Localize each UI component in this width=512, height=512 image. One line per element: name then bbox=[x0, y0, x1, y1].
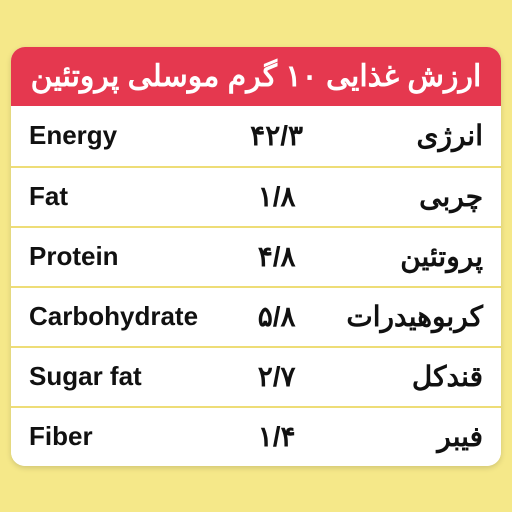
value: ۱/۴ bbox=[208, 420, 346, 453]
label-persian: چربی bbox=[345, 180, 483, 213]
label-english: Sugar fat bbox=[29, 361, 208, 392]
label-persian: انرژی bbox=[345, 119, 483, 152]
label-english: Protein bbox=[29, 241, 208, 272]
label-english: Energy bbox=[29, 120, 208, 151]
nutrition-row: Sugar fat۲/۷قندکل bbox=[11, 346, 501, 406]
value: ۴/۸ bbox=[208, 240, 346, 273]
nutrition-header: ارزش غذایی ۱۰ گرم موسلی پروتئین bbox=[11, 47, 501, 106]
label-persian: فیبر bbox=[345, 420, 483, 453]
nutrition-row: Carbohydrate۵/۸کربوهیدرات bbox=[11, 286, 501, 346]
nutrition-row: Fiber۱/۴فیبر bbox=[11, 406, 501, 466]
value: ۲/۷ bbox=[208, 360, 346, 393]
label-persian: پروتئین bbox=[345, 240, 483, 273]
nutrition-card: ارزش غذایی ۱۰ گرم موسلی پروتئین Energy۴۲… bbox=[11, 47, 501, 466]
label-english: Carbohydrate bbox=[29, 301, 208, 332]
nutrition-row: Protein۴/۸پروتئین bbox=[11, 226, 501, 286]
label-english: Fiber bbox=[29, 421, 208, 452]
nutrition-row: Energy۴۲/۳انرژی bbox=[11, 106, 501, 166]
label-persian: کربوهیدرات bbox=[345, 300, 483, 333]
value: ۵/۸ bbox=[208, 300, 346, 333]
nutrition-row: Fat۱/۸چربی bbox=[11, 166, 501, 226]
nutrition-rows: Energy۴۲/۳انرژیFat۱/۸چربیProtein۴/۸پروتئ… bbox=[11, 106, 501, 466]
value: ۴۲/۳ bbox=[208, 119, 346, 152]
value: ۱/۸ bbox=[208, 180, 346, 213]
label-persian: قندکل bbox=[345, 360, 483, 393]
label-english: Fat bbox=[29, 181, 208, 212]
